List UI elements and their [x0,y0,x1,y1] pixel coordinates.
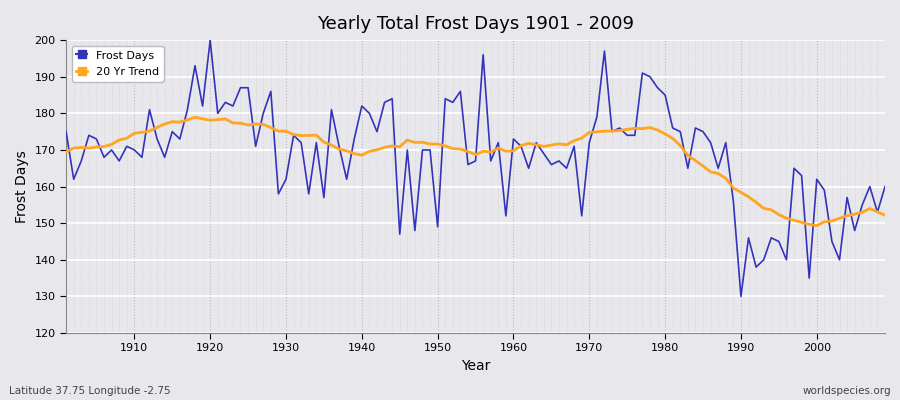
Title: Yearly Total Frost Days 1901 - 2009: Yearly Total Frost Days 1901 - 2009 [317,15,634,33]
Text: Latitude 37.75 Longitude -2.75: Latitude 37.75 Longitude -2.75 [9,386,171,396]
X-axis label: Year: Year [461,359,491,373]
Text: worldspecies.org: worldspecies.org [803,386,891,396]
Legend: Frost Days, 20 Yr Trend: Frost Days, 20 Yr Trend [72,46,164,82]
Y-axis label: Frost Days: Frost Days [15,150,29,223]
